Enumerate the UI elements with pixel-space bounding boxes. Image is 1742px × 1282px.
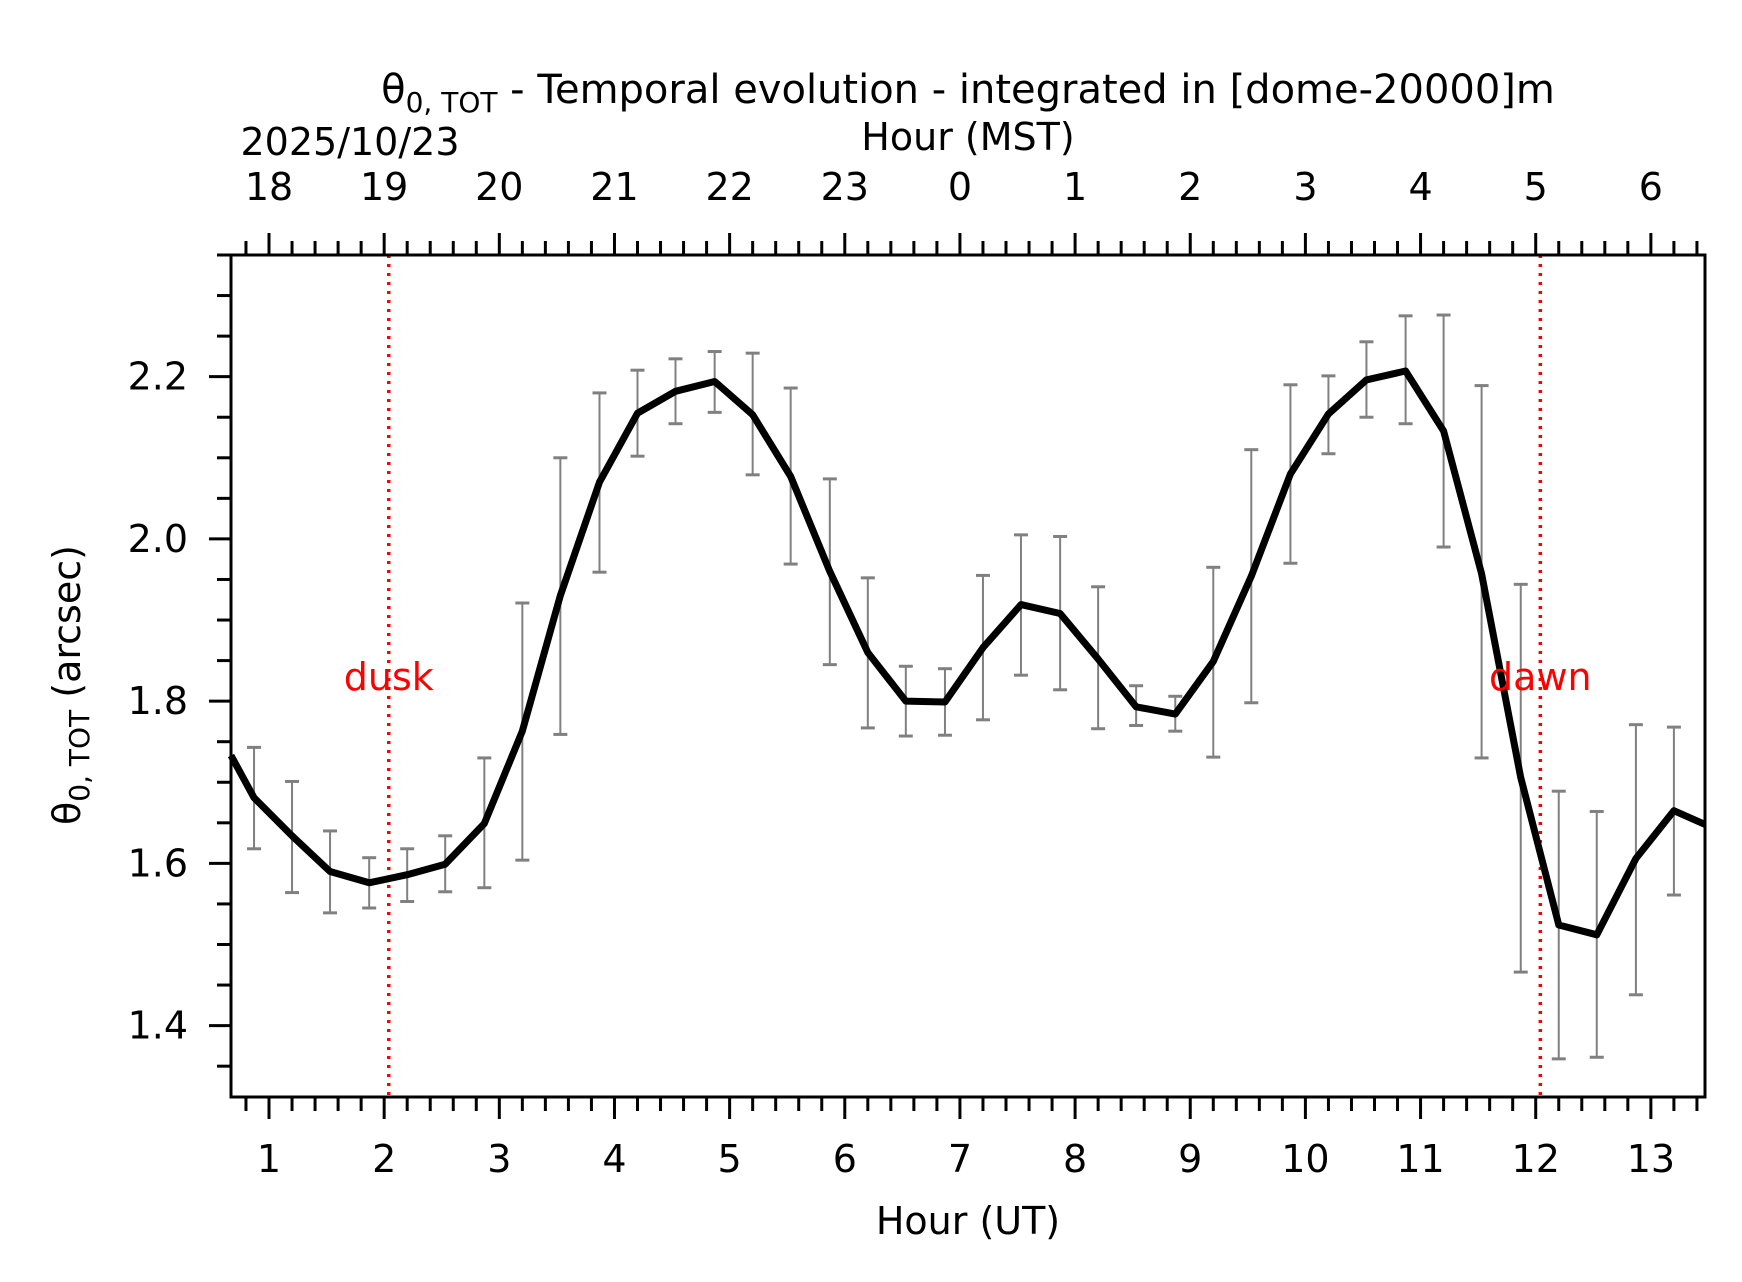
- x-axis-label: Hour (UT): [876, 1199, 1060, 1243]
- x2-tick-label: 3: [1293, 165, 1317, 209]
- x2-tick-label: 4: [1408, 165, 1432, 209]
- top-axis-label: Hour (MST): [861, 115, 1074, 159]
- plot-frame: [229, 253, 1707, 1099]
- x-tick-label: 13: [1627, 1137, 1675, 1181]
- y-axis-label: θ0, TOT (arcsec): [45, 545, 96, 825]
- x2-tick-label: 23: [821, 165, 869, 209]
- plot-area: dusk dawn: [227, 255, 1707, 1097]
- x-tick-label: 10: [1281, 1137, 1329, 1181]
- x-tick-label: 2: [372, 1137, 396, 1181]
- x-tick-label: 12: [1512, 1137, 1560, 1181]
- x-axis-bottom: 1 2 3 4 5 6 7 8 9 10 11 12 13: [244, 1097, 1699, 1181]
- x-tick-label: 4: [602, 1137, 626, 1181]
- x2-tick-label: 0: [948, 165, 972, 209]
- series-line-theta0-tot: [227, 367, 1707, 939]
- x2-tick-label: 6: [1639, 165, 1663, 209]
- annotations: dusk dawn: [344, 655, 1592, 699]
- y-tick-label: 2.0: [128, 517, 188, 561]
- date-label: 2025/10/23: [240, 120, 459, 164]
- x-tick-label: 1: [257, 1137, 281, 1181]
- x2-tick-label: 20: [475, 165, 523, 209]
- x-tick-label: 3: [487, 1137, 511, 1181]
- dawn-label: dawn: [1489, 655, 1592, 699]
- x2-tick-label: 2: [1178, 165, 1202, 209]
- x-tick-label: 11: [1396, 1137, 1444, 1181]
- x-tick-label: 6: [833, 1137, 857, 1181]
- x-tick-label: 7: [948, 1137, 972, 1181]
- x-tick-label: 8: [1063, 1137, 1087, 1181]
- y-tick-label: 1.4: [128, 1004, 188, 1048]
- y-tick-label: 1.8: [128, 679, 188, 723]
- x2-tick-label: 5: [1524, 165, 1548, 209]
- x2-tick-label: 19: [360, 165, 408, 209]
- y-tick-label: 1.6: [128, 841, 188, 885]
- x-axis-top: 18 19 20 21 22 23 0 1 2 3 4 5 6: [244, 165, 1699, 255]
- x2-tick-label: 1: [1063, 165, 1087, 209]
- y-axis: 1.4 1.6 1.8 2.0 2.2: [128, 253, 231, 1068]
- x-tick-label: 9: [1178, 1137, 1202, 1181]
- x2-tick-label: 18: [245, 165, 293, 209]
- dusk-label: dusk: [344, 655, 434, 699]
- x2-tick-label: 22: [705, 165, 753, 209]
- x-tick-label: 5: [718, 1137, 742, 1181]
- chart-title: θ0, TOT - Temporal evolution - integrate…: [381, 67, 1555, 119]
- y-tick-label: 2.2: [128, 355, 188, 399]
- x2-tick-label: 21: [590, 165, 638, 209]
